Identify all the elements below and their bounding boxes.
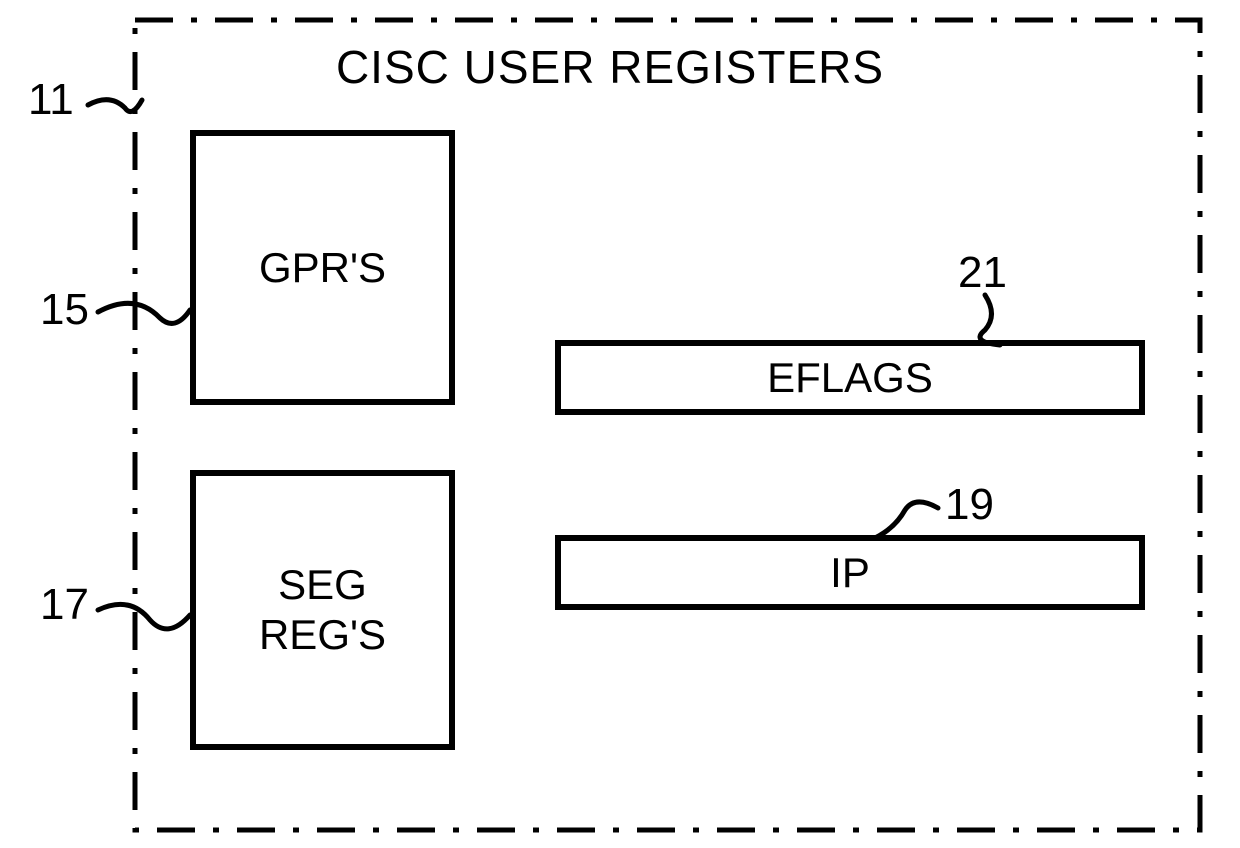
eflags-label: EFLAGS <box>767 354 933 402</box>
gprs-box: GPR'S <box>190 130 455 405</box>
callout-15: 15 <box>40 285 89 335</box>
segregs-label: SEGREG'S <box>259 560 386 661</box>
callout-17: 17 <box>40 580 89 630</box>
callout-19: 19 <box>945 480 994 530</box>
container-border <box>0 0 1240 848</box>
ip-box: IP <box>555 535 1145 610</box>
segregs-box: SEGREG'S <box>190 470 455 750</box>
gprs-label: GPR'S <box>259 244 386 292</box>
diagram-title: CISC USER REGISTERS <box>300 40 920 94</box>
ip-label: IP <box>830 549 870 597</box>
callout-11: 11 <box>28 75 74 125</box>
eflags-box: EFLAGS <box>555 340 1145 415</box>
callout-21: 21 <box>958 248 1007 298</box>
